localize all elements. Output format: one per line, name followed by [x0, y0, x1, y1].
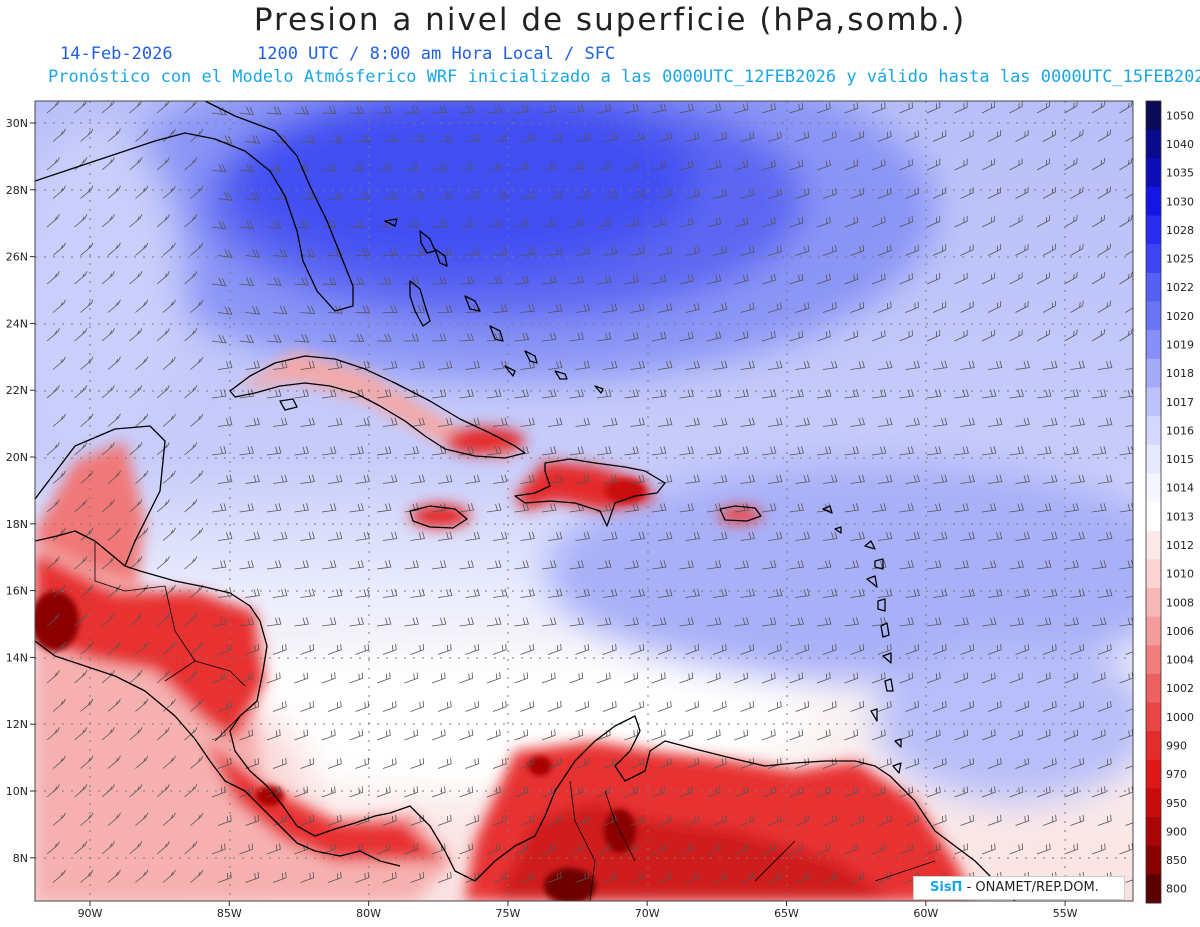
colorbar-label: 900: [1166, 825, 1187, 838]
colorbar-swatch: [1146, 158, 1161, 188]
lon-tick-label: 85W: [217, 907, 242, 920]
colorbar-swatch: [1146, 788, 1161, 818]
lon-tick-label: 65W: [774, 907, 799, 920]
colorbar-label: 1035: [1166, 167, 1194, 180]
colorbar-label: 1000: [1166, 711, 1194, 724]
colorbar-label: 1040: [1166, 138, 1194, 151]
colorbar-label: 1006: [1166, 625, 1194, 638]
colorbar-swatch: [1146, 702, 1161, 732]
colorbar-swatch: [1146, 215, 1161, 245]
colorbar-label: 1002: [1166, 682, 1194, 695]
colorbar-label: 990: [1166, 739, 1187, 752]
colorbar-label: 1022: [1166, 281, 1194, 294]
colorbar-swatch: [1146, 616, 1161, 646]
colorbar-swatch: [1146, 416, 1161, 446]
pressure-map: [35, 101, 1133, 901]
colorbar-label: 1004: [1166, 654, 1194, 667]
colorbar-swatch: [1146, 129, 1161, 159]
colorbar-swatch: [1146, 444, 1161, 474]
credit-badge: SisΠ - ONAMET/REP.DOM.: [913, 876, 1125, 900]
colorbar-label: 1008: [1166, 596, 1194, 609]
colorbar-swatch: [1146, 330, 1161, 360]
lon-tick-label: 70W: [635, 907, 660, 920]
colorbar-label: 1010: [1166, 568, 1194, 581]
lat-tick-label: 14N: [6, 651, 28, 664]
lat-tick-label: 20N: [6, 451, 28, 464]
colorbar-label: 970: [1166, 768, 1187, 781]
colorbar-label: 1020: [1166, 310, 1194, 323]
map-title: Presion a nivel de superficie (hPa,somb.…: [253, 2, 967, 38]
colorbar-swatch: [1146, 272, 1161, 302]
colorbar-swatch: [1146, 502, 1161, 532]
colorbar-swatch: [1146, 731, 1161, 761]
colorbar-swatch: [1146, 186, 1161, 217]
lat-tick-label: 10N: [6, 785, 28, 798]
lon-tick-label: 80W: [356, 907, 381, 920]
longitude-ticks: 90W 85W 80W 75W 70W 65W 60W 55W: [78, 901, 1078, 920]
colorbar-swatch: [1146, 358, 1161, 388]
colorbar-swatch: [1146, 387, 1161, 417]
lat-tick-label: 30N: [6, 117, 28, 130]
colorbar-label: 1025: [1166, 253, 1194, 266]
colorbar-swatch: [1146, 559, 1161, 589]
colorbar-label: 850: [1166, 854, 1187, 867]
lat-tick-label: 24N: [6, 317, 28, 330]
forecast-info: Pronóstico con el Modelo Atmósferico WRF…: [48, 67, 1200, 87]
colorbar-label: 800: [1166, 883, 1187, 896]
sistema-logo: SisΠ: [930, 880, 963, 895]
lat-tick-label: 22N: [6, 384, 28, 397]
lat-tick-label: 18N: [6, 518, 28, 531]
colorbar-label: 1028: [1166, 224, 1194, 237]
colorbar-label: 1012: [1166, 539, 1194, 552]
colorbar-label: 1030: [1166, 195, 1194, 208]
valid-time: 1200 UTC / 8:00 am Hora Local / SFC: [257, 44, 616, 64]
lon-tick-label: 60W: [913, 907, 938, 920]
credit-text: - ONAMET/REP.DOM.: [966, 880, 1099, 895]
colorbar-label: 1018: [1166, 367, 1194, 380]
colorbar-swatch: [1146, 473, 1161, 503]
lon-tick-label: 75W: [495, 907, 520, 920]
colorbar-swatch: [1146, 645, 1161, 675]
colorbar-swatch: [1146, 301, 1161, 331]
colorbar-label: 1016: [1166, 424, 1194, 437]
lat-tick-label: 28N: [6, 184, 28, 197]
lat-tick-label: 16N: [6, 585, 28, 598]
colorbar-label: 1014: [1166, 482, 1194, 495]
colorbar-swatch: [1146, 874, 1161, 904]
colorbar-swatch: [1146, 759, 1161, 789]
colorbar-swatch: [1146, 244, 1161, 274]
lat-tick-label: 26N: [6, 251, 28, 264]
colorbar-swatch: [1146, 673, 1161, 703]
lon-tick-label: 90W: [78, 907, 103, 920]
lat-tick-label: 12N: [6, 718, 28, 731]
colorbar-swatch: [1146, 817, 1161, 847]
colorbar-swatch: [1146, 845, 1161, 875]
colorbar-label: 1050: [1166, 109, 1194, 122]
colorbar-label: 1013: [1166, 510, 1194, 523]
colorbar-label: 1019: [1166, 338, 1194, 351]
colorbar-swatch: [1146, 101, 1161, 131]
colorbar-swatch: [1146, 530, 1161, 560]
colorbar-label: 950: [1166, 797, 1187, 810]
colorbar: 1050 1040 1035 1030 1028 1025 1022 1020 1019 1018…: [1145, 100, 1194, 904]
colorbar-label: 1015: [1166, 453, 1194, 466]
colorbar-label: 1017: [1166, 396, 1194, 409]
lat-tick-label: 8N: [13, 852, 28, 865]
valid-date: 14-Feb-2026: [60, 44, 173, 64]
latitude-ticks: 30N 28N 26N 24N 22N 20N 18N 16N 14N 12N 10N 8N: [6, 117, 35, 865]
lon-tick-label: 55W: [1053, 907, 1078, 920]
colorbar-swatch: [1146, 587, 1161, 618]
